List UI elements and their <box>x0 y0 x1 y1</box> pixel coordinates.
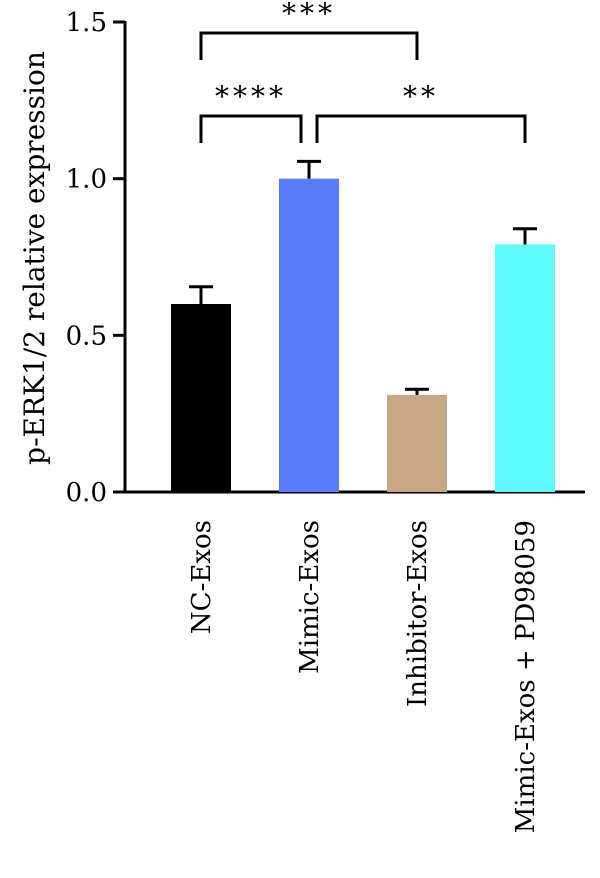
significance-bracket <box>199 31 419 60</box>
significance-bracket <box>315 114 527 143</box>
bar-2 <box>387 394 447 492</box>
x-category-label: NC-Exos <box>187 520 217 634</box>
bar-1 <box>279 178 339 492</box>
significance-label: **** <box>215 80 287 113</box>
significance-label: *** <box>282 0 336 30</box>
y-tick-label: 0.5 <box>66 321 107 351</box>
y-axis-label: p-ERK1/2 relative expression <box>18 51 51 465</box>
y-tick-label: 1.0 <box>66 165 107 195</box>
y-tick-label: 1.5 <box>66 8 107 38</box>
significance-bracket <box>199 114 303 143</box>
bar-3 <box>495 244 555 492</box>
x-category-label: Mimic-Exos <box>295 520 325 674</box>
y-tick-label: 0.0 <box>66 478 107 508</box>
x-category-label: Inhibitor-Exos <box>403 520 433 707</box>
bar-0 <box>171 304 231 492</box>
significance-label: ** <box>403 80 439 113</box>
x-category-label: Mimic-Exos + PD98059 <box>511 520 541 833</box>
